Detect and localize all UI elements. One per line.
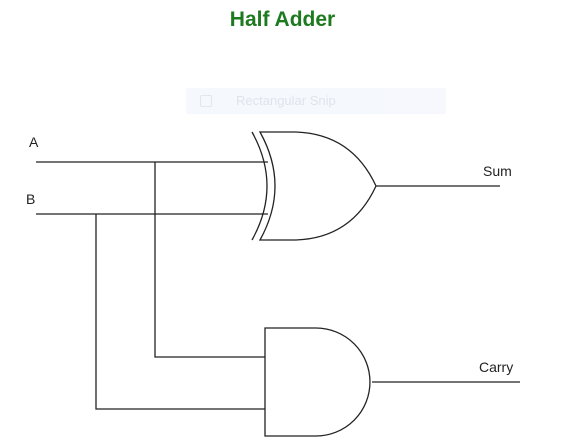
xor-gate-input-arc xyxy=(251,131,268,241)
sum-output-label: Sum xyxy=(483,163,512,179)
xor-gate-body xyxy=(258,131,377,241)
input-b-label: B xyxy=(26,191,35,207)
diagram-title: Half Adder xyxy=(229,8,336,31)
input-a-label: A xyxy=(29,134,39,150)
scissors-icon xyxy=(200,95,212,107)
rectangular-snip-tooltip: Rectangular Snip xyxy=(186,88,446,114)
input-a-branch-wire xyxy=(154,162,265,358)
carry-output-label: Carry xyxy=(479,359,513,375)
rectangular-snip-label: Rectangular Snip xyxy=(236,93,336,108)
input-b-branch-wire xyxy=(95,214,265,410)
xor-gate xyxy=(251,131,377,241)
and-gate xyxy=(264,327,371,437)
